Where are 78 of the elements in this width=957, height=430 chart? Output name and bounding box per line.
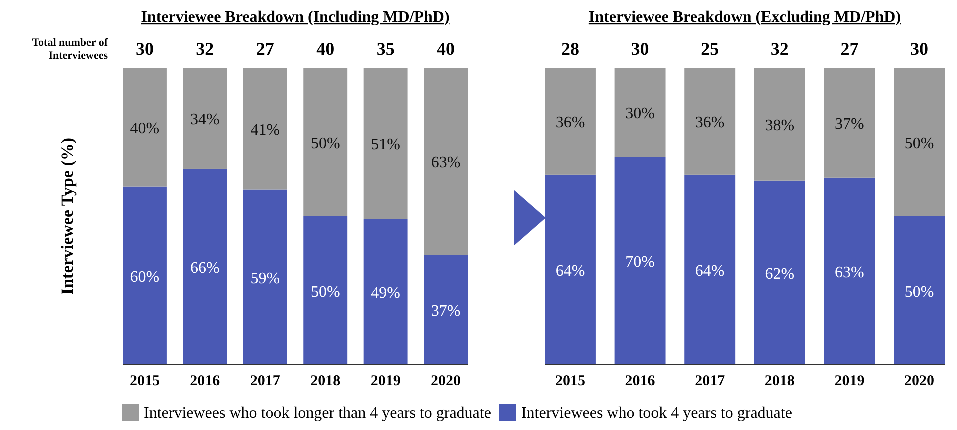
legend-label: Interviewees who took 4 years to graduate: [521, 405, 792, 422]
x-tick-label: 2015: [130, 374, 160, 390]
x-tick-label: 2015: [555, 374, 586, 390]
data-label: 64%: [695, 262, 725, 280]
text: 32: [196, 39, 214, 59]
bar: [894, 216, 945, 365]
data-label: 51%: [371, 136, 400, 154]
bar: [894, 68, 945, 216]
chart-title: Interviewee Breakdown (Excluding MD/PhD): [588, 9, 902, 26]
data-label: 38%: [765, 117, 795, 134]
text: 30: [631, 39, 650, 59]
x-tick-label: 2018: [764, 374, 795, 390]
text: 32: [770, 39, 789, 59]
data-label: 34%: [190, 111, 220, 128]
bar: [123, 68, 167, 187]
data-label: 36%: [695, 114, 725, 132]
bar: [424, 68, 468, 256]
bar: [183, 168, 228, 365]
data-label: 49%: [371, 285, 400, 302]
bar: [304, 216, 348, 365]
text: 27: [256, 39, 274, 59]
text: 35: [376, 39, 395, 59]
x-tick-label: 2019: [370, 374, 401, 390]
data-label: 63%: [431, 154, 461, 172]
x-tick-label: 2020: [904, 374, 935, 390]
text: 28: [561, 39, 580, 59]
bar: [183, 68, 228, 169]
legend-label: Interviewees who took longer than 4 years to graduate: [144, 405, 492, 422]
data-label: 50%: [904, 284, 934, 301]
bar: [614, 157, 666, 365]
bar: [123, 186, 167, 365]
data-label: 30%: [626, 106, 655, 123]
bar: [824, 68, 876, 178]
text: 30: [910, 39, 929, 59]
text: 27: [840, 39, 859, 59]
data-label: 41%: [250, 122, 280, 139]
data-label: 66%: [190, 260, 220, 277]
bar: [824, 178, 876, 365]
x-tick-label: 2019: [834, 374, 865, 390]
data-label: 37%: [835, 116, 864, 133]
text: 30: [136, 39, 154, 59]
bar: [614, 68, 666, 158]
data-label: 70%: [626, 254, 655, 272]
x-tick-label: 2018: [310, 374, 341, 390]
data-label: 59%: [250, 270, 280, 288]
data-label: 64%: [556, 262, 586, 280]
bar: [754, 180, 806, 365]
data-label: 63%: [835, 264, 864, 282]
text: 40: [437, 39, 456, 59]
text: Total number of Interviewees: [32, 37, 109, 62]
y-axis-title: Interviewee Type (%): [58, 138, 77, 296]
bar: [304, 68, 348, 216]
bar: [243, 68, 288, 190]
data-label: 50%: [904, 135, 934, 152]
x-tick-label: 2016: [625, 374, 656, 390]
data-label: 37%: [431, 303, 461, 320]
chart-title: Interviewee Breakdown (Including MD/PhD): [141, 9, 450, 26]
x-tick-label: 2017: [695, 374, 726, 390]
bar: [364, 68, 408, 220]
bar: [684, 68, 736, 175]
data-label: 50%: [310, 135, 340, 152]
bar: [754, 68, 806, 181]
data-label: 36%: [556, 114, 586, 132]
bar: [424, 255, 468, 365]
bar: [545, 174, 596, 365]
text: 40: [316, 39, 335, 59]
bar: [243, 190, 288, 365]
bar: [545, 68, 596, 175]
x-tick-label: 2016: [190, 374, 221, 390]
x-tick-label: 2017: [250, 374, 281, 390]
data-label: 62%: [765, 266, 795, 283]
data-label: 50%: [310, 284, 340, 301]
x-tick-label: 2020: [431, 374, 462, 390]
data-label: 40%: [130, 120, 160, 138]
bar: [684, 174, 736, 365]
text: 25: [701, 39, 720, 59]
data-label: 60%: [130, 268, 160, 286]
bar: [364, 219, 408, 365]
